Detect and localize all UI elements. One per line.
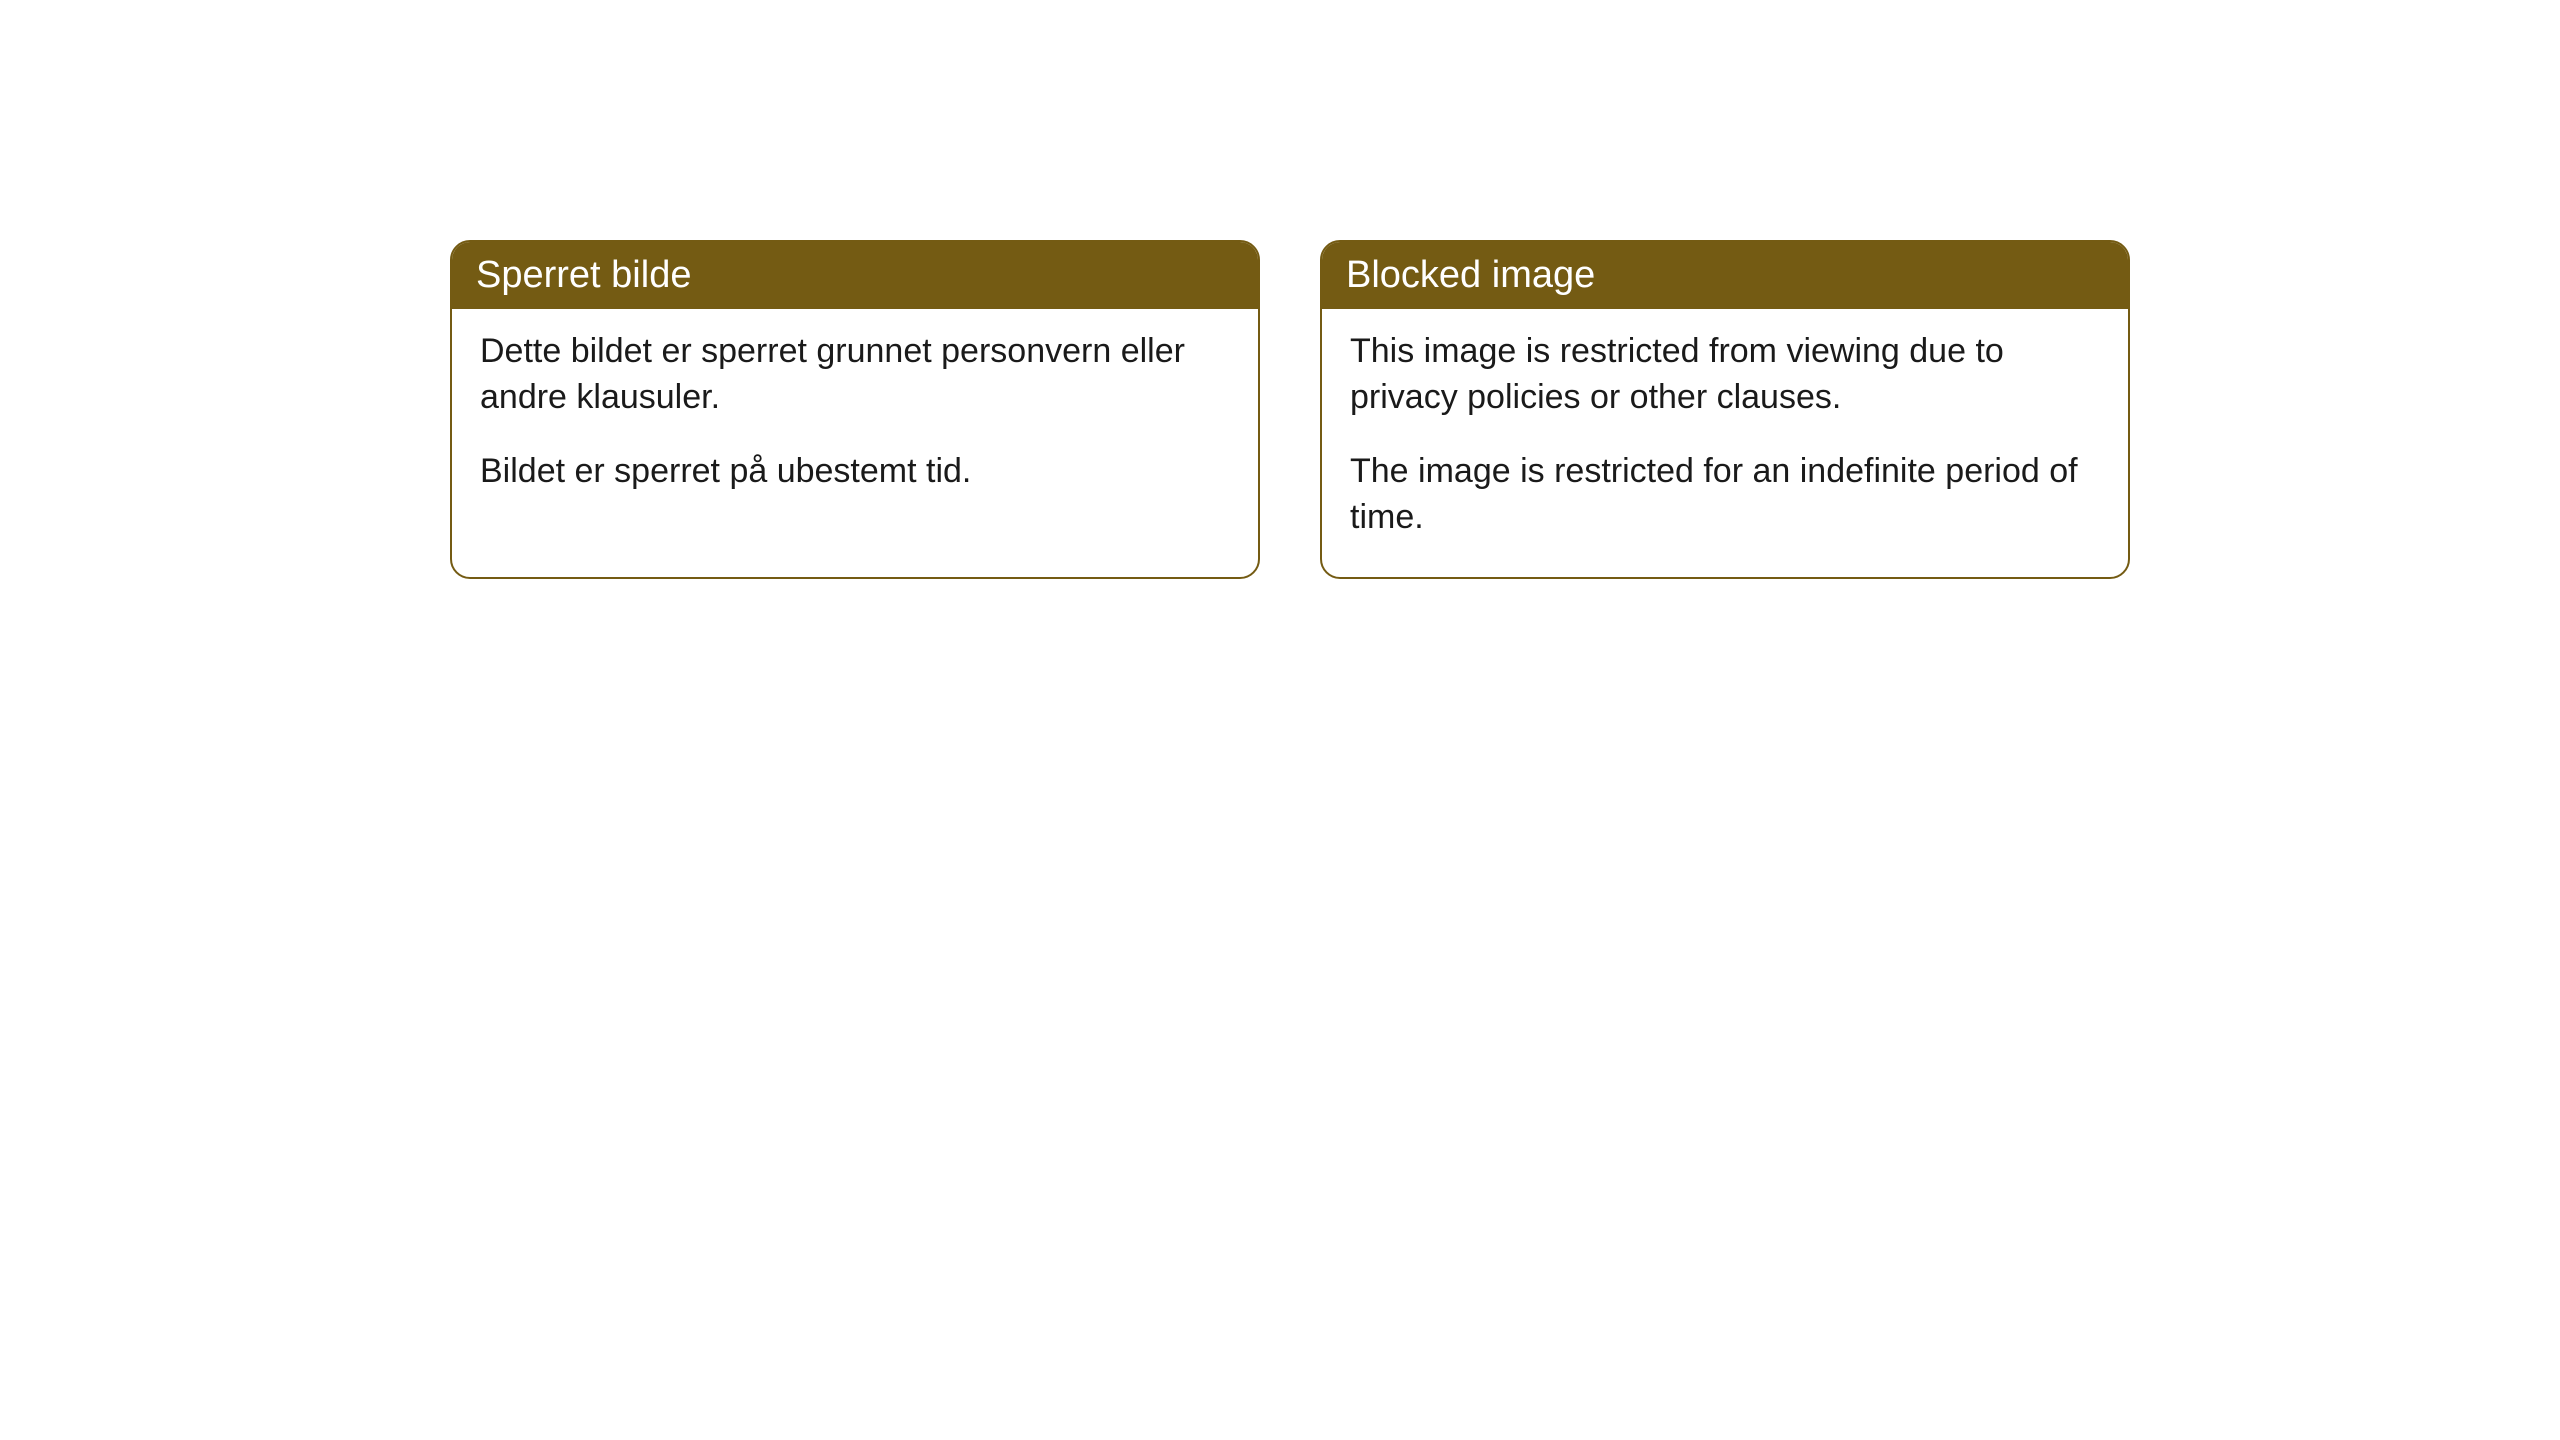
card-header-english: Blocked image [1322,242,2128,309]
card-paragraph-2-norwegian: Bildet er sperret på ubestemt tid. [480,449,1230,495]
card-body-english: This image is restricted from viewing du… [1322,309,2128,577]
card-paragraph-1-norwegian: Dette bildet er sperret grunnet personve… [480,329,1230,421]
card-header-norwegian: Sperret bilde [452,242,1258,309]
card-title-norwegian: Sperret bilde [476,254,691,296]
card-title-english: Blocked image [1346,254,1595,296]
card-body-norwegian: Dette bildet er sperret grunnet personve… [452,309,1258,531]
card-paragraph-2-english: The image is restricted for an indefinit… [1350,449,2100,541]
notice-card-english: Blocked image This image is restricted f… [1320,240,2130,579]
notice-cards-container: Sperret bilde Dette bildet er sperret gr… [450,240,2130,579]
notice-card-norwegian: Sperret bilde Dette bildet er sperret gr… [450,240,1260,579]
card-paragraph-1-english: This image is restricted from viewing du… [1350,329,2100,421]
